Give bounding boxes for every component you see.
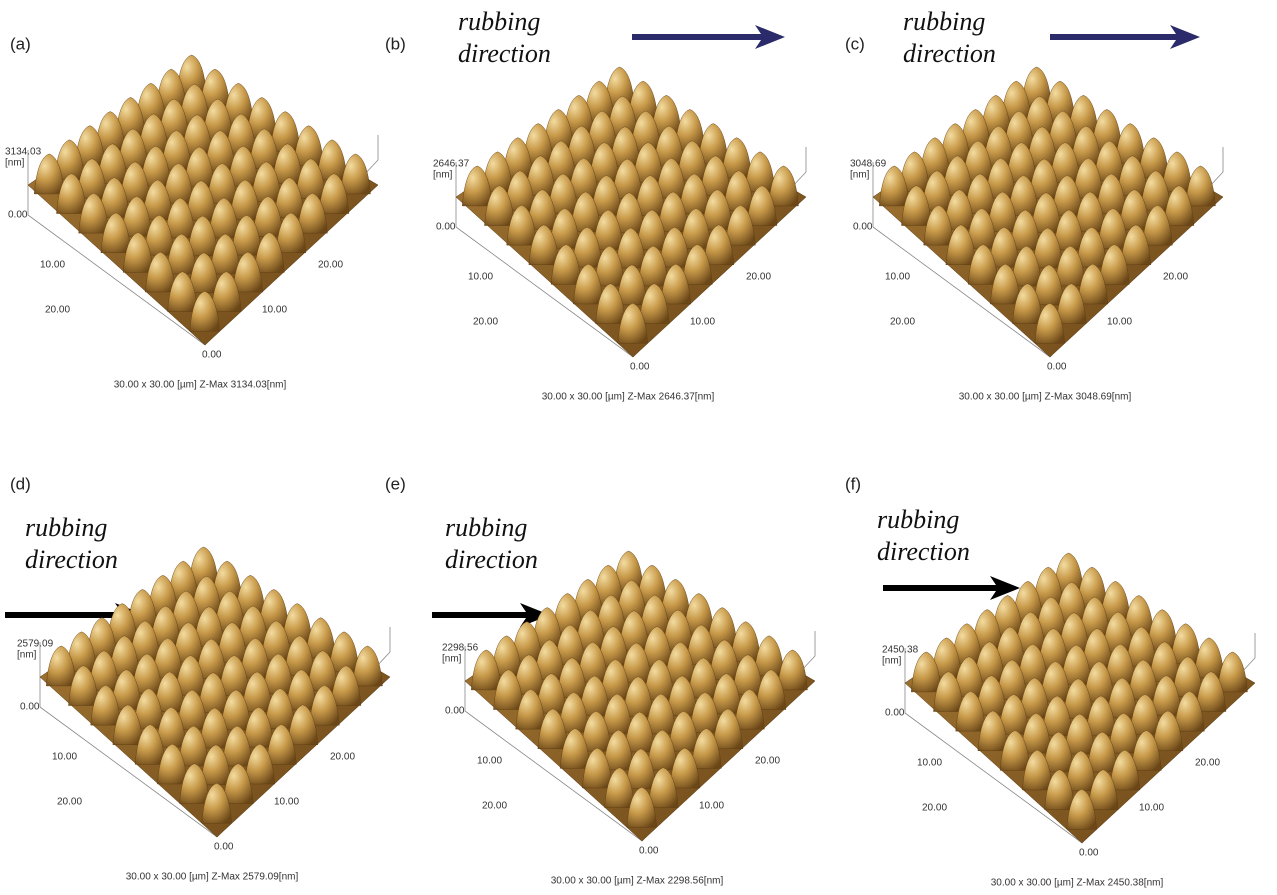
annotation-line: rubbing (458, 7, 540, 36)
y-tick-label: 10.00 (699, 801, 724, 812)
surface-peak (1185, 166, 1215, 206)
y-tick-label: 20.00 (746, 272, 771, 283)
panel-label: (d) (10, 474, 31, 493)
z-zero: 0.00 (436, 222, 456, 233)
origin-label: 0.00 (1047, 362, 1067, 373)
afm-panel: (f) rubbing direction 2450.38[nm] 0.00 10.00 2… (845, 474, 1255, 888)
z-unit: [nm] (442, 654, 462, 665)
annotation-line: direction (25, 545, 118, 574)
annotation-line: rubbing (903, 7, 985, 36)
x-tick-label: 10.00 (477, 756, 502, 767)
caption: 30.00 x 30.00 [µm] Z-Max 2646.37[nm] (542, 392, 715, 403)
x-tick-label: 10.00 (468, 272, 493, 283)
afm-panel: (c) rubbing direction 3048.69[nm] 0.00 10.00 2… (845, 7, 1223, 403)
panel-label: (e) (385, 474, 406, 493)
z-zero: 0.00 (885, 708, 905, 719)
annotation-line: direction (445, 545, 538, 574)
annotation-line: direction (458, 39, 551, 68)
z-max-label: 2298.56 (442, 643, 479, 654)
caption: 30.00 x 30.00 [µm] Z-Max 2298.56[nm] (551, 876, 724, 887)
surface-peak (1217, 652, 1247, 692)
figure: (a)3134.03[nm]0.0010.0020.0010.0020.000.… (0, 0, 1277, 895)
z-zero: 0.00 (853, 222, 873, 233)
annotation-line: direction (877, 537, 970, 566)
z-max-label: 2579.09 (17, 639, 54, 650)
y-tick-label: 10.00 (1139, 803, 1164, 814)
y-tick-label: 20.00 (318, 260, 343, 271)
z-unit: [nm] (882, 656, 902, 667)
z-max-label: 3048.69 (850, 159, 887, 170)
surface-peak (768, 166, 798, 206)
x-tick-label: 10.00 (917, 758, 942, 769)
y-tick-label: 20.00 (330, 752, 355, 763)
z-max-label: 2450.38 (882, 645, 919, 656)
afm-panel: (e) rubbing direction 2298.56[nm] 0.00 10.00 2… (385, 474, 815, 886)
z-unit: [nm] (5, 158, 25, 169)
z-unit: [nm] (433, 170, 453, 181)
afm-panel: (b) rubbing direction 2646.37[nm] 0.00 10.00 2… (385, 7, 806, 403)
afm-panel: (a) 3134.03[nm] 0.00 10.00 20.00 10.00 20.00 0.… (5, 34, 378, 390)
annotation-line: rubbing (445, 513, 527, 542)
x-tick-label: 20.00 (45, 305, 70, 316)
annotation-line: rubbing (877, 505, 959, 534)
origin-label: 0.00 (202, 350, 222, 361)
z-unit: [nm] (17, 650, 37, 661)
panel-label: (f) (845, 474, 861, 493)
caption: 30.00 x 30.00 [µm] Z-Max 2450.38[nm] (991, 878, 1164, 889)
y-tick-label: 10.00 (1107, 317, 1132, 328)
y-tick-label: 10.00 (690, 317, 715, 328)
caption: 30.00 x 30.00 [µm] Z-Max 3134.03[nm] (114, 380, 287, 391)
origin-label: 0.00 (639, 846, 659, 857)
afm-panel: (d) rubbing direction 2579.09[nm] 0.00 10.00 2… (5, 474, 390, 882)
origin-label: 0.00 (1079, 848, 1099, 859)
x-tick-label: 20.00 (57, 797, 82, 808)
surface-peak (352, 646, 382, 686)
panel-label: (a) (10, 34, 31, 53)
z-unit: [nm] (850, 170, 870, 181)
annotation-line: direction (903, 39, 996, 68)
x-tick-label: 10.00 (40, 260, 65, 271)
panel-label: (c) (845, 34, 865, 53)
origin-label: 0.00 (214, 842, 234, 853)
z-max-label: 2646.37 (433, 159, 470, 170)
z-zero: 0.00 (8, 210, 28, 221)
caption: 30.00 x 30.00 [µm] Z-Max 3048.69[nm] (959, 392, 1132, 403)
panel-label: (b) (385, 34, 406, 53)
z-zero: 0.00 (20, 702, 40, 713)
y-tick-label: 20.00 (1163, 272, 1188, 283)
z-max-label: 3134.03 (5, 147, 42, 158)
annotation-line: rubbing (25, 513, 107, 542)
x-tick-label: 20.00 (890, 317, 915, 328)
x-tick-label: 20.00 (922, 803, 947, 814)
origin-label: 0.00 (630, 362, 650, 373)
y-tick-label: 20.00 (1195, 758, 1220, 769)
x-tick-label: 20.00 (482, 801, 507, 812)
y-tick-label: 20.00 (755, 756, 780, 767)
x-tick-label: 10.00 (52, 752, 77, 763)
y-tick-label: 10.00 (274, 797, 299, 808)
surface-peak (340, 154, 370, 194)
x-tick-label: 10.00 (885, 272, 910, 283)
z-zero: 0.00 (445, 706, 465, 717)
surface-peak (777, 650, 807, 690)
y-tick-label: 10.00 (262, 305, 287, 316)
x-tick-label: 20.00 (473, 317, 498, 328)
caption: 30.00 x 30.00 [µm] Z-Max 2579.09[nm] (126, 872, 299, 883)
